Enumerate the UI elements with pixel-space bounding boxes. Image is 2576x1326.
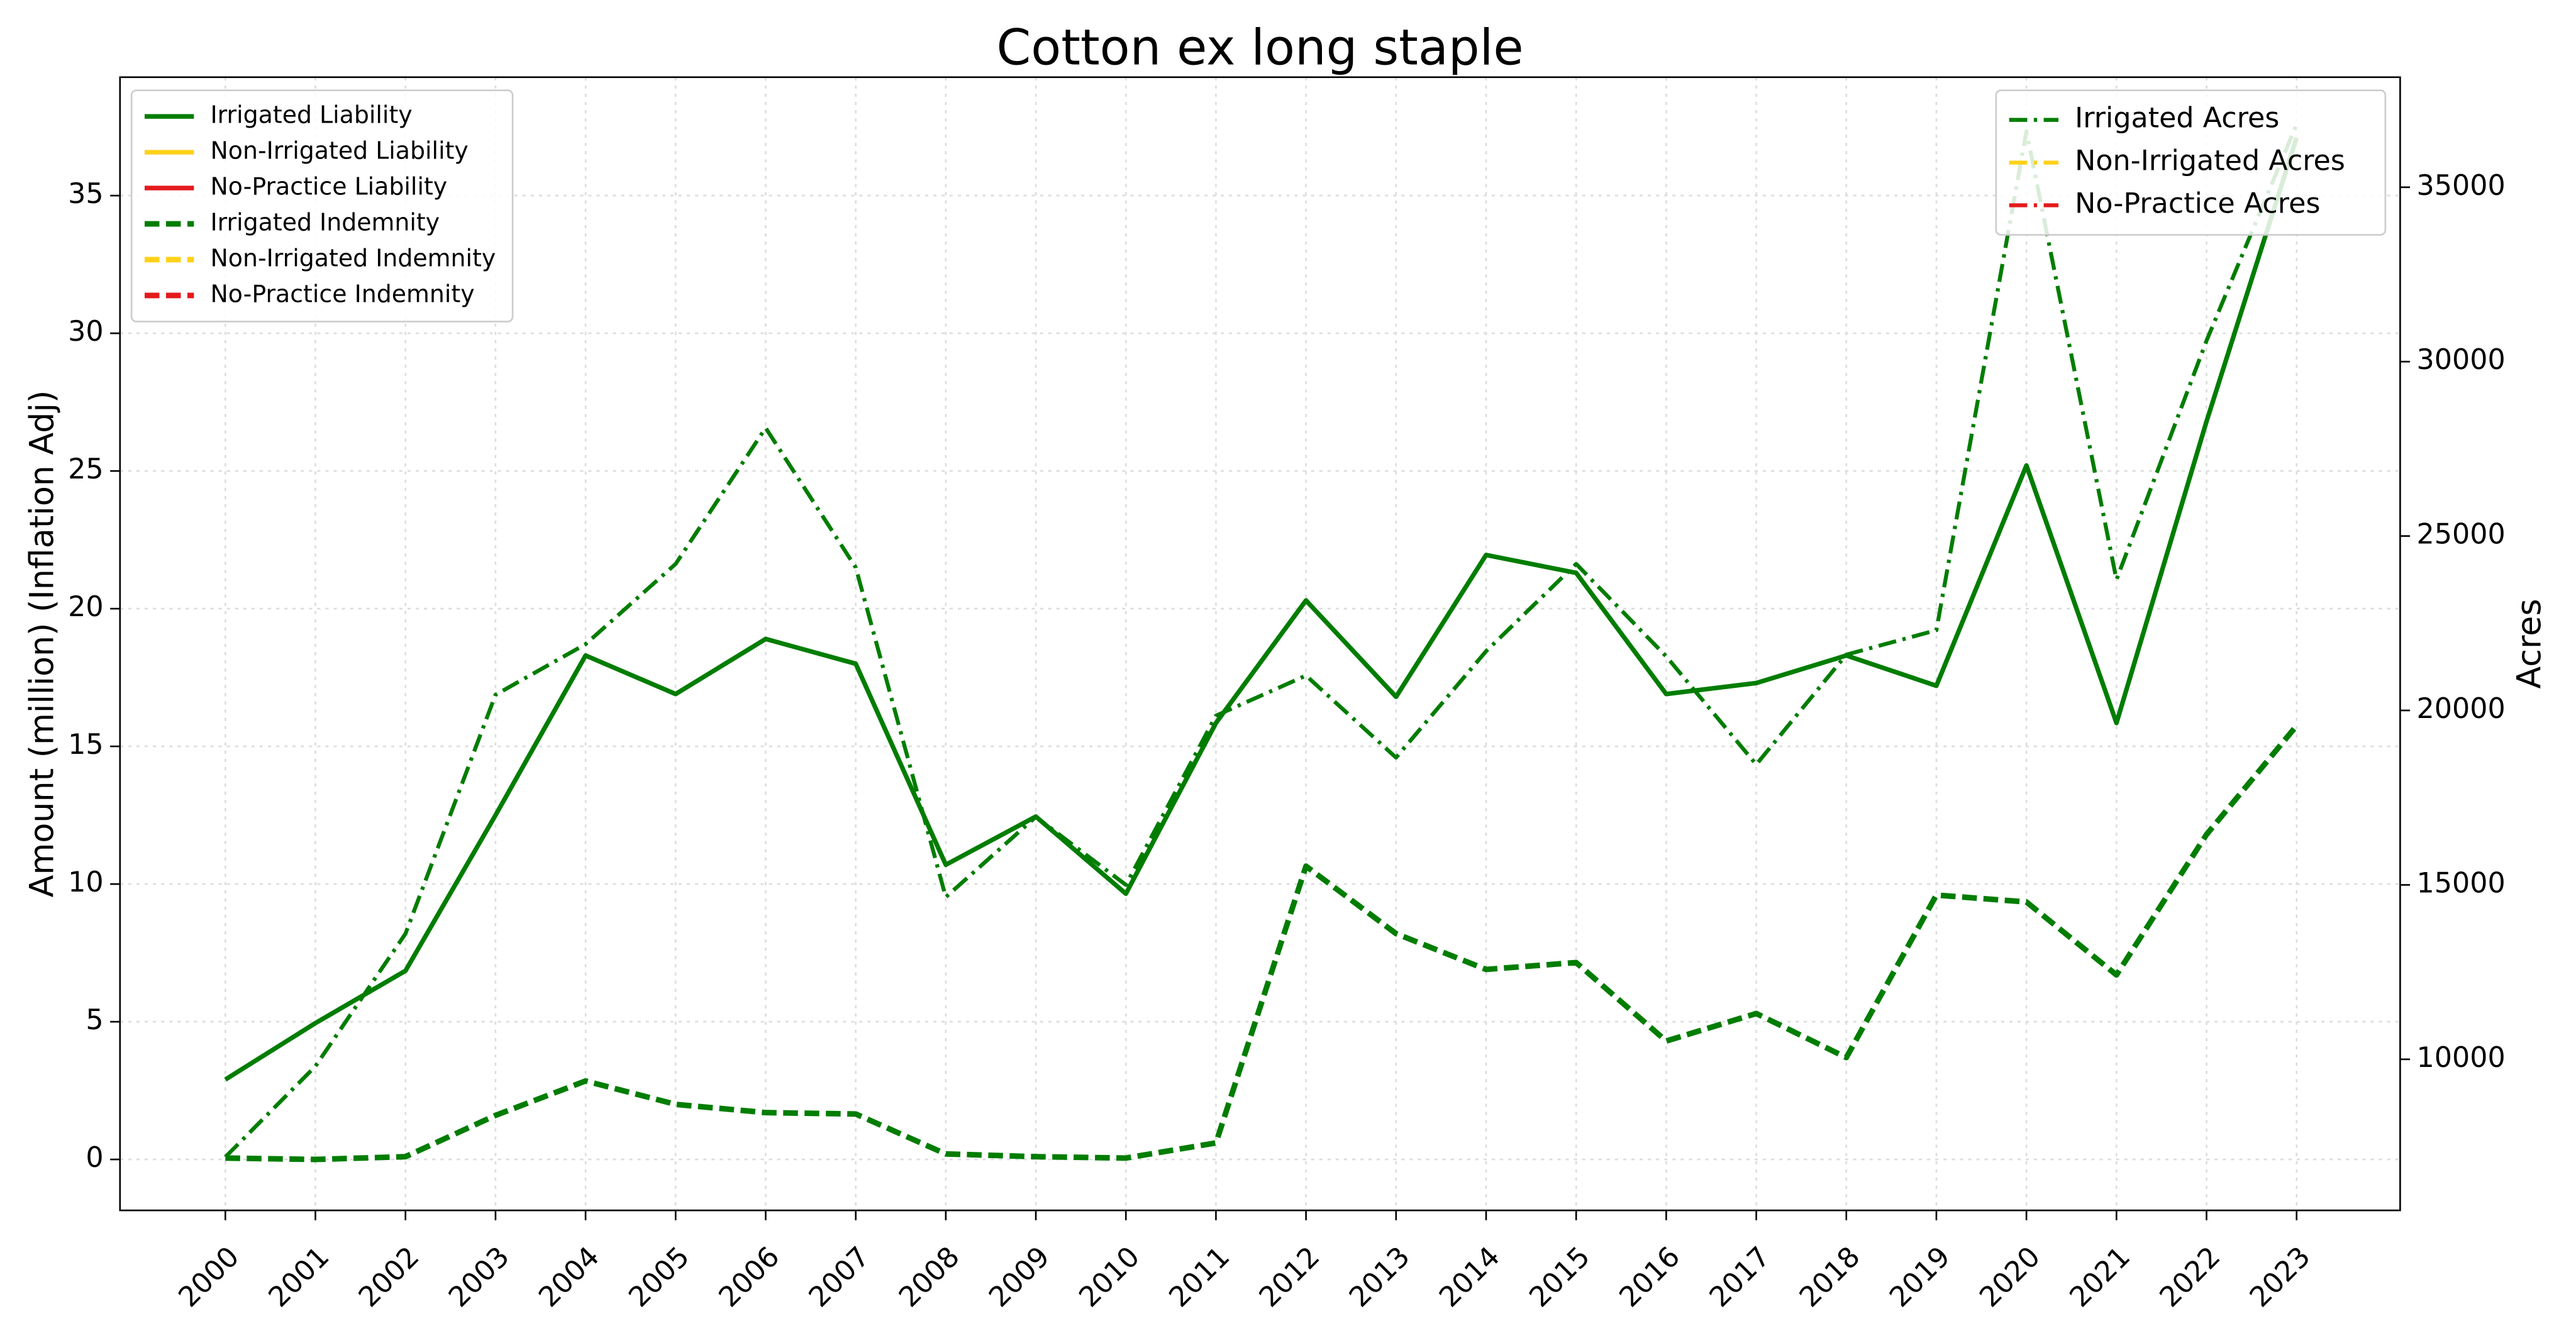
legend: Irrigated Liability Non-Irrigated Liabili… bbox=[130, 89, 514, 323]
y-axis-label: Amount (million) (Inflation Adj) bbox=[24, 390, 62, 898]
legend: Irrigated Acres Non-Irrigated Acres No-Pra… bbox=[1995, 89, 2387, 236]
y-tick-label: 20 bbox=[68, 591, 104, 623]
series-line bbox=[224, 123, 2299, 1159]
y2-tick-label: 10000 bbox=[2417, 1042, 2506, 1074]
legend-label: Irrigated Indemnity bbox=[210, 209, 440, 236]
y2-axis-label: Acres bbox=[2511, 599, 2548, 688]
legend-label: No-Practice Indemnity bbox=[210, 280, 474, 307]
y2-tick-label: 15000 bbox=[2417, 867, 2506, 899]
legend-label: No-Practice Acres bbox=[2075, 188, 2320, 220]
y-tick-label: 35 bbox=[68, 178, 104, 210]
series-line bbox=[225, 724, 2299, 1163]
legend-box bbox=[130, 89, 514, 323]
y-tick-label: 30 bbox=[68, 316, 104, 348]
series-line bbox=[224, 137, 2299, 1082]
legend-label: Non-Irrigated Liability bbox=[210, 137, 468, 165]
legend-label: Non-Irrigated Indemnity bbox=[210, 244, 496, 272]
legend-label: Irrigated Liability bbox=[210, 101, 412, 129]
y2-tick-label: 20000 bbox=[2417, 693, 2506, 725]
y2-tick-label: 35000 bbox=[2417, 170, 2506, 202]
y-tick-label: 10 bbox=[68, 866, 104, 898]
y2-tick-label: 30000 bbox=[2417, 344, 2506, 376]
y-tick-label: 25 bbox=[68, 453, 104, 485]
y-tick-label: 5 bbox=[86, 1004, 103, 1036]
legend-label: Irrigated Acres bbox=[2075, 102, 2279, 135]
legend-box bbox=[1995, 89, 2387, 236]
chart-title: Cotton ex long staple bbox=[997, 19, 1524, 76]
legend-label: Non-Irrigated Acres bbox=[2075, 145, 2345, 177]
y-tick-label: 0 bbox=[86, 1142, 103, 1174]
plot-frame bbox=[119, 76, 2401, 1212]
legend-label: No-Practice Liability bbox=[210, 173, 447, 201]
y2-tick-label: 25000 bbox=[2417, 519, 2506, 551]
y-tick-label: 15 bbox=[68, 729, 104, 761]
